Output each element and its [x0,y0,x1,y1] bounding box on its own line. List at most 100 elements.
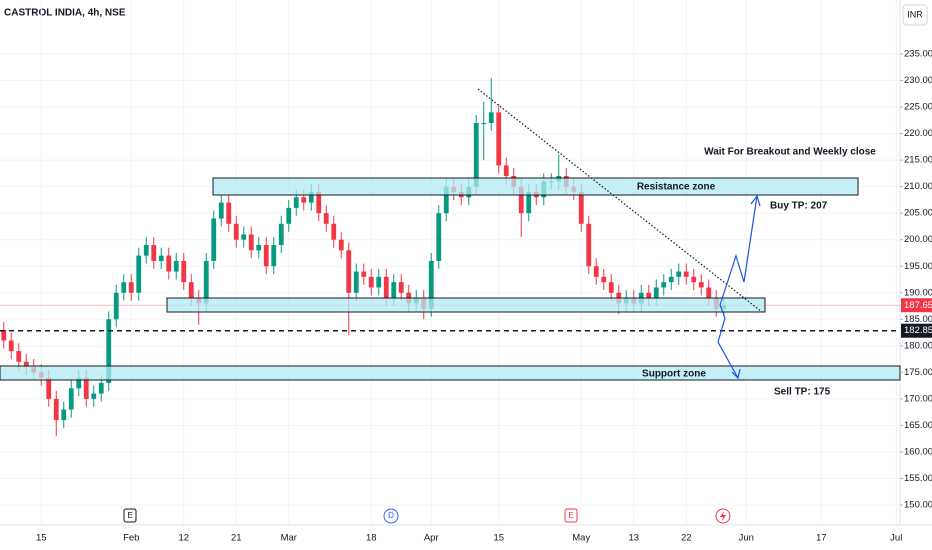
candle-body [98,382,104,394]
candle-body [218,202,224,219]
candle-body [286,207,292,224]
x-tick-label: 18 [366,533,377,544]
candle-body [443,186,449,214]
event-label: D [388,511,394,520]
currency-label[interactable]: INR [907,9,923,19]
sell-target: Sell TP: 175 [774,387,831,398]
candle-body [353,271,359,293]
x-tick-label: Jul [890,533,902,544]
candle-body [698,282,704,288]
candle-body [76,377,82,389]
support-zone [0,365,901,381]
candle-body [428,260,434,309]
candle-body [61,409,67,421]
candle-body [338,239,344,251]
candle-body [436,213,442,261]
candle-body [248,234,254,251]
candle-body [91,393,97,399]
candle-body [308,191,314,203]
candle-body [391,282,397,299]
event-marker[interactable] [123,508,137,523]
event-marker[interactable] [564,508,578,523]
candle-body [481,122,487,124]
event-markers: E D E [123,508,731,524]
candle-body [301,197,307,203]
candle-body [346,250,352,293]
candle-body [601,276,607,283]
y-tick-label: 220.00 [904,128,932,139]
wait-note: Wait For Breakout and Weekly close [704,147,876,158]
middle-zone [166,297,766,313]
x-tick-label: 15 [493,533,504,544]
candle-body [608,282,614,293]
candle-body [676,271,682,277]
y-tick-label: 215.00 [904,155,932,166]
x-tick-label: 15 [36,533,47,544]
candle-body [203,260,209,304]
candle-body [53,398,59,421]
candle-body [106,319,112,383]
x-tick-label: May [572,533,590,544]
y-tick-label: 210.00 [904,181,932,192]
resistance-zone [212,177,859,196]
event-label: E [568,511,573,520]
candle-body [496,112,502,166]
candle-body [188,282,194,299]
y-tick-label: 150.00 [904,500,932,511]
candle-body [256,245,262,251]
y-tick-label: 185.00 [904,314,932,325]
ref-price-label: 182.85 [904,325,932,336]
candle-body [136,255,142,293]
candle-body [526,191,532,214]
candle-body [376,276,382,288]
candle-body [211,218,217,261]
last-price-box [901,298,932,313]
y-tick-label: 180.00 [904,340,932,351]
candle-body [293,197,299,208]
candle-body [368,276,374,288]
candle-body [488,112,494,123]
candle-body [661,282,667,288]
x-tick-label: 21 [231,533,242,544]
candle-body [691,276,697,283]
y-tick-label: 160.00 [904,446,932,457]
candle-body [128,282,134,293]
ref-price-box [901,323,932,338]
event-marker[interactable] [383,508,399,524]
candle-body [578,191,584,224]
candle-body [316,191,322,214]
candle-body [473,122,479,187]
y-tick-label: 205.00 [904,208,932,219]
last-price-label: 187.65 [904,300,932,311]
candle-body [683,271,689,277]
x-tick-label: 22 [681,533,692,544]
trend-line [477,88,763,313]
candle-body [173,260,179,272]
y-tick-label: 195.00 [904,261,932,272]
y-tick-label: 170.00 [904,393,932,404]
candle-body [518,186,524,214]
candle-body [233,223,239,240]
x-tick-label: 12 [178,533,189,544]
x-tick-label: Apr [424,533,439,544]
candle-body [361,271,367,277]
buy-arrowhead [750,194,761,207]
candle-body [706,287,712,299]
x-tick-label: Jun [739,533,754,544]
y-tick-label: 190.00 [904,287,932,298]
candle-body [263,245,269,267]
currency-button[interactable] [902,4,928,26]
candle-body [323,213,329,224]
candle-body [586,223,592,267]
candle-body [23,361,29,368]
x-tick-label: 13 [628,533,639,544]
candle-body [121,282,127,293]
candle-body [1,329,7,341]
y-tick-label: 225.00 [904,102,932,113]
candle-body [383,276,389,299]
chart-title: CASTROL INDIA, 4h, NSE [4,8,126,19]
event-label: E [127,511,132,520]
event-icon [720,511,726,521]
